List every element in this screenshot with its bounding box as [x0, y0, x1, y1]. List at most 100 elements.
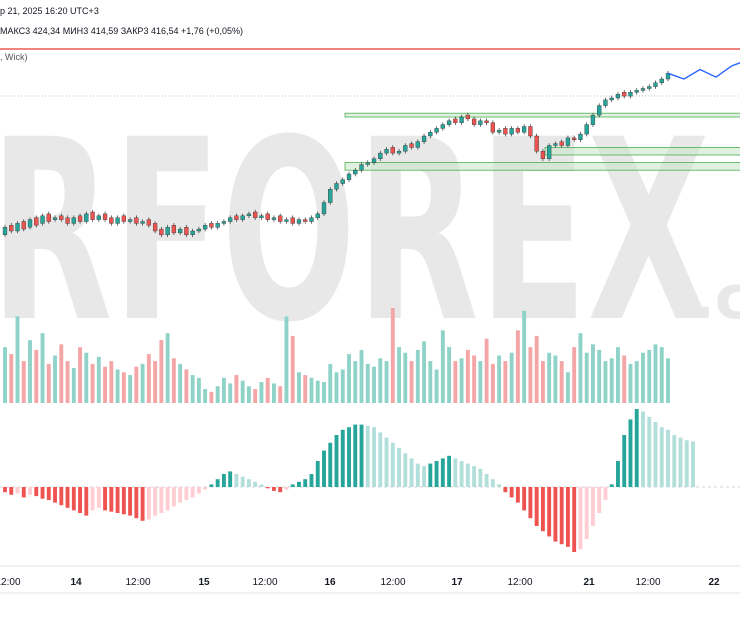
volume-bar — [540, 361, 545, 403]
volume-bar — [90, 363, 95, 403]
candle-body — [209, 223, 214, 228]
candles — [2, 71, 671, 238]
macd-bar — [347, 427, 351, 487]
volume-bar — [21, 361, 26, 403]
volume-bar — [353, 361, 358, 403]
candle-body — [434, 128, 439, 133]
volume-bar — [253, 389, 258, 403]
macd-bar — [171, 487, 176, 507]
macd-bar — [322, 450, 326, 487]
candle-body — [572, 137, 577, 140]
candle-body — [534, 135, 539, 152]
candle-body — [346, 173, 352, 180]
x-tick-label: 22 — [708, 577, 720, 588]
volume-bar — [472, 355, 477, 403]
volume-bar — [322, 382, 326, 403]
macd-bar — [121, 487, 126, 515]
volume-bar — [28, 340, 32, 403]
volume-bar — [65, 361, 70, 403]
candle-body — [171, 225, 177, 234]
volume-bar — [666, 358, 670, 403]
volume-bar — [565, 372, 570, 403]
x-tick-label: 12:00 — [507, 577, 532, 588]
macd-bar — [459, 461, 464, 487]
macd-bar — [609, 484, 614, 487]
volume-bar — [115, 369, 120, 403]
candle-body — [190, 230, 195, 235]
macd-bar — [497, 484, 502, 487]
candle-body — [659, 78, 664, 83]
indicator-label-text: , Wick) — [0, 52, 28, 62]
volume-bar — [9, 354, 14, 403]
volume-bar — [159, 340, 164, 403]
volume-bar — [641, 352, 645, 403]
macd-bar — [672, 435, 677, 487]
candle-body — [622, 92, 627, 97]
volume-bar — [340, 369, 345, 403]
candle-body — [284, 219, 289, 222]
x-tick-label: 12:00 — [252, 577, 277, 588]
macd-bar — [440, 458, 445, 487]
ohlc-max-label: МАКС — [0, 26, 26, 36]
candle-body — [440, 124, 445, 129]
volume-bar — [215, 386, 220, 403]
volume-bar — [290, 335, 295, 403]
volume-bar — [647, 349, 652, 403]
candle-body — [597, 105, 602, 116]
candle-body — [547, 145, 552, 160]
volume-bar — [659, 347, 664, 403]
candle-body — [159, 228, 164, 236]
candle-body — [271, 217, 277, 220]
macd-bar — [265, 487, 270, 489]
macd-bar — [103, 487, 108, 511]
macd-bar — [84, 487, 89, 516]
candle-body — [152, 223, 158, 232]
volume-histogram — [3, 308, 670, 403]
volume-bar — [378, 358, 383, 403]
forecast-line — [667, 62, 740, 80]
candle-body — [96, 215, 101, 220]
candle-body — [21, 221, 26, 230]
volume-bar — [203, 389, 208, 403]
macd-bar — [409, 458, 414, 487]
macd-bar — [109, 487, 114, 512]
candle-body — [559, 141, 564, 146]
volume-bar — [584, 352, 589, 403]
volume-bar — [591, 344, 595, 403]
candle-body — [603, 99, 608, 106]
candle-body — [303, 219, 308, 222]
candle-body — [446, 120, 452, 125]
candle-body — [396, 150, 402, 154]
macd-bar — [228, 471, 233, 487]
macd-bar — [484, 474, 489, 487]
macd-bar — [572, 487, 577, 552]
macd-bar — [234, 474, 239, 487]
volume-bar — [459, 358, 464, 403]
macd-bar — [641, 411, 645, 487]
volume-bar — [515, 330, 520, 403]
candle-body — [496, 130, 502, 133]
volume-bar — [309, 377, 314, 403]
volume-bar — [534, 335, 539, 403]
candle-body — [84, 213, 89, 222]
macd-bar — [40, 487, 45, 499]
volume-bar — [403, 352, 408, 403]
volume-bar — [547, 352, 552, 403]
macd-bar — [253, 481, 258, 487]
candle-body — [196, 228, 202, 232]
macd-bar — [565, 487, 570, 547]
ohlc-max-value: 3 424,34 — [25, 26, 61, 36]
volume-bar — [46, 363, 51, 403]
support-zone — [344, 112, 740, 118]
macd-bar — [146, 487, 151, 520]
volume-bar — [178, 363, 183, 403]
macd-bar — [390, 442, 395, 487]
macd-bar — [115, 487, 120, 513]
candle-body — [146, 219, 151, 226]
candle-body — [353, 169, 358, 175]
candle-body — [421, 135, 427, 142]
candle-body — [653, 82, 658, 87]
volume-bar — [409, 361, 414, 403]
watermark-suffix: .c — [692, 263, 740, 333]
